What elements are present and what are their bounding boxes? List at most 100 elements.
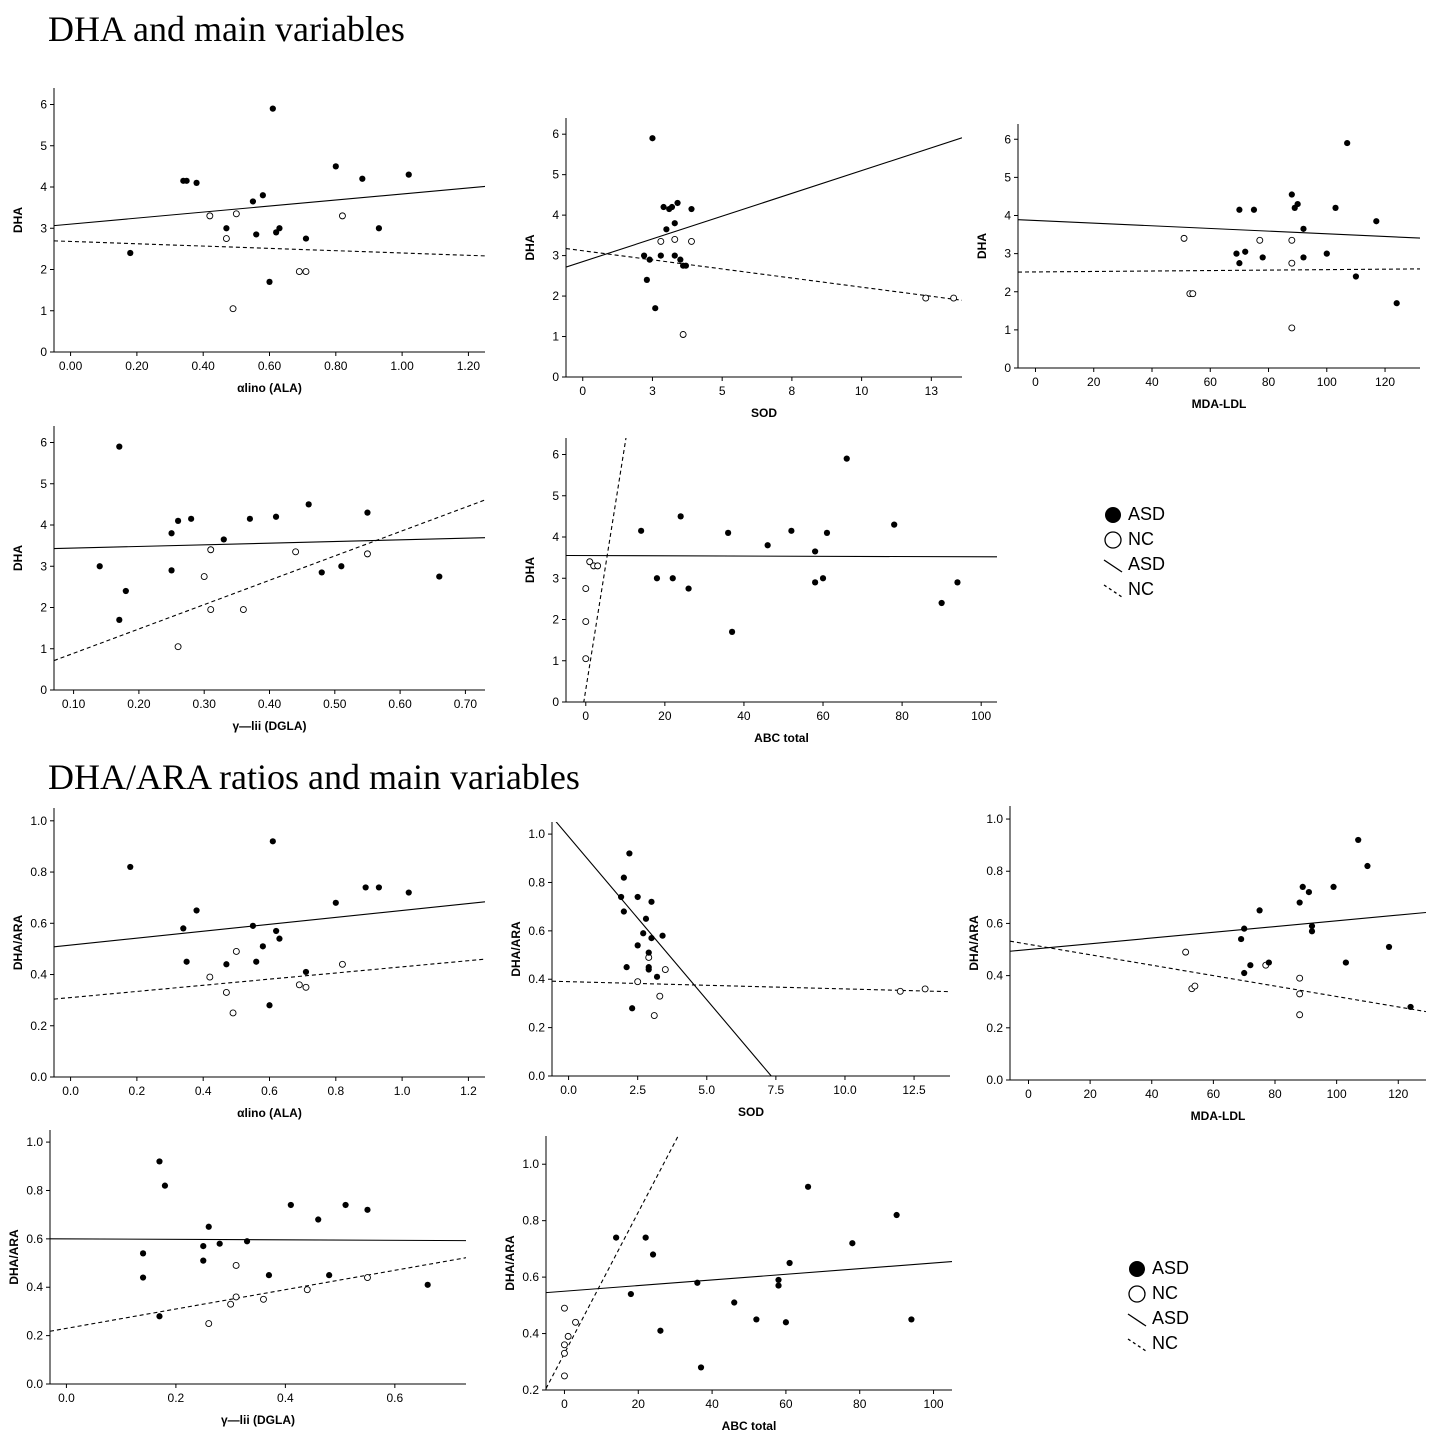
asd-point bbox=[1355, 836, 1362, 844]
nc-point bbox=[561, 1372, 568, 1380]
legend-nc-points: NC bbox=[1102, 527, 1165, 552]
y-tick-label: 5 bbox=[552, 168, 559, 182]
asd-point bbox=[183, 177, 190, 184]
asd-point bbox=[643, 276, 650, 283]
y-tick-label: 3 bbox=[552, 249, 559, 263]
asd-point bbox=[891, 521, 898, 528]
x-tick-label: 0.4 bbox=[277, 1391, 294, 1405]
y-tick-label: 1 bbox=[1004, 323, 1011, 337]
solid-line-icon bbox=[1127, 1312, 1147, 1327]
nc-point bbox=[295, 981, 303, 989]
y-tick-label: 0.6 bbox=[528, 924, 545, 938]
asd-point bbox=[266, 1002, 273, 1009]
legend-nc-line: NC bbox=[1126, 1331, 1189, 1356]
asd-point bbox=[1236, 206, 1243, 213]
x-tick-label: 1.00 bbox=[390, 359, 414, 373]
y-tick-label: 6 bbox=[552, 448, 559, 462]
y-tick-label: 1.0 bbox=[986, 812, 1003, 826]
asd-point bbox=[249, 922, 257, 929]
y-tick-label: 5 bbox=[552, 489, 559, 503]
x-tick-label: 7.5 bbox=[768, 1083, 785, 1097]
asd-point bbox=[1305, 889, 1313, 896]
asd-point bbox=[174, 517, 182, 524]
asd-fit-line bbox=[546, 1261, 952, 1294]
nc-point bbox=[679, 331, 687, 338]
y-tick-label: 1.0 bbox=[522, 1157, 539, 1171]
asd-point bbox=[671, 220, 678, 227]
asd-point bbox=[139, 1274, 147, 1281]
fit-lines bbox=[566, 438, 997, 702]
asd-point bbox=[688, 205, 695, 213]
section-title-dha: DHA and main variables bbox=[48, 9, 405, 49]
nc-point bbox=[1288, 259, 1296, 267]
x-tick-label: 100 bbox=[924, 1397, 944, 1411]
legend-nc-points-label: NC bbox=[1128, 529, 1154, 549]
y-tick-label: 0 bbox=[1004, 361, 1011, 375]
asd-point bbox=[648, 898, 655, 905]
nc-fit-line bbox=[54, 499, 485, 662]
nc-point bbox=[1256, 236, 1264, 244]
x-tick-label: 60 bbox=[1204, 375, 1218, 389]
nc-point bbox=[586, 558, 594, 566]
asd-point bbox=[180, 925, 187, 932]
nc-point bbox=[1180, 234, 1188, 242]
nc-point bbox=[688, 237, 695, 245]
x-tick-label: 10.0 bbox=[833, 1083, 857, 1097]
y-tick-label: 0.6 bbox=[30, 916, 47, 930]
legend-nc-line-label: NC bbox=[1128, 579, 1154, 599]
asd-point bbox=[1308, 928, 1316, 935]
y-tick-label: 3 bbox=[40, 559, 47, 573]
x-axis-label: αlino (ALA) bbox=[237, 1106, 302, 1120]
legend-nc-line: NC bbox=[1102, 577, 1165, 602]
asd-point bbox=[775, 1276, 782, 1284]
nc-point bbox=[232, 1293, 240, 1301]
y-axis-label: DHA bbox=[11, 545, 25, 571]
asd-point bbox=[156, 1158, 163, 1165]
asd-point bbox=[645, 966, 652, 973]
asd-point bbox=[682, 262, 690, 269]
y-tick-label: 1 bbox=[552, 330, 559, 344]
asd-point bbox=[623, 964, 630, 971]
asd-fit-line bbox=[555, 822, 772, 1076]
asd-point bbox=[253, 958, 260, 965]
asd-point bbox=[302, 235, 310, 242]
x-tick-label: 120 bbox=[1375, 375, 1395, 389]
asd-point bbox=[694, 1279, 701, 1286]
nc-fit-line bbox=[1010, 940, 1426, 1013]
asd-point bbox=[338, 563, 345, 570]
asd-point bbox=[168, 567, 175, 574]
legend-nc-points-label: NC bbox=[1152, 1283, 1178, 1303]
asd-point bbox=[364, 1206, 371, 1213]
nc-point bbox=[200, 573, 208, 581]
asd-point bbox=[265, 1272, 273, 1279]
x-tick-label: 12.5 bbox=[902, 1083, 926, 1097]
nc-point bbox=[1191, 982, 1199, 990]
legend-asd-line-label: ASD bbox=[1128, 554, 1166, 574]
x-tick-label: 80 bbox=[895, 709, 909, 723]
x-tick-label: 80 bbox=[1262, 375, 1276, 389]
asd-fit-line bbox=[566, 137, 962, 268]
asd-point bbox=[188, 515, 195, 522]
y-axis-label: DHA/ARA bbox=[11, 915, 25, 971]
asd-point bbox=[375, 884, 383, 891]
asd-point bbox=[375, 225, 383, 232]
asd-point bbox=[200, 1257, 207, 1264]
nc-point bbox=[222, 989, 230, 996]
dashed-line-icon bbox=[1127, 1337, 1147, 1352]
asd-point bbox=[1296, 899, 1303, 906]
asd-point bbox=[205, 1223, 212, 1230]
filled-circle-icon bbox=[1129, 1260, 1145, 1277]
asd-point bbox=[653, 575, 661, 582]
asd-point bbox=[819, 575, 827, 582]
asd-point bbox=[287, 1201, 294, 1209]
nc-point bbox=[657, 237, 665, 245]
chart-ratio-vs-ala: 0.0 0.2 0.4 0.6 0.8 1.0 0.0 0.2 0.4 0.6 0.8 1.0 1.2 α… bbox=[11, 808, 485, 1120]
x-tick-label: 100 bbox=[1317, 375, 1337, 389]
asd-point bbox=[1288, 191, 1295, 198]
asd-point bbox=[646, 256, 653, 263]
y-tick-label: 0.4 bbox=[522, 1327, 539, 1341]
x-tick-label: 40 bbox=[1145, 1087, 1159, 1101]
section-title-ratio: DHA/ARA ratios and main variables bbox=[48, 757, 580, 797]
y-tick-label: 0 bbox=[40, 683, 47, 697]
y-tick-label: 0.2 bbox=[30, 1019, 47, 1033]
